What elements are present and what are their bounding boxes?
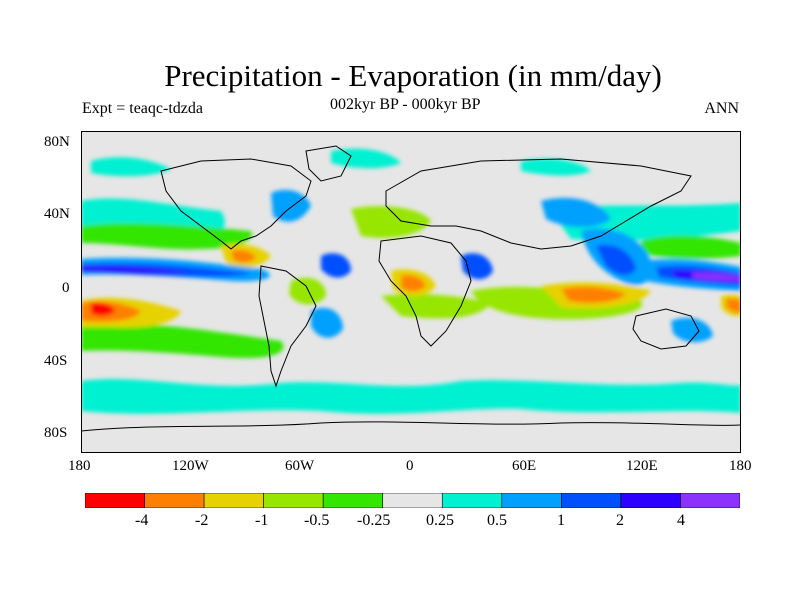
lat-label-40s: 40S — [44, 353, 68, 369]
field-layer — [81, 148, 741, 414]
greenland-outline — [305, 145, 352, 182]
colorbar-label-2: 2 — [616, 512, 624, 529]
antarctica-outline — [81, 421, 741, 432]
colorbar-swatch-5 — [382, 493, 443, 508]
colorbar-label-m2: -2 — [195, 512, 209, 529]
colorbar-swatch-2 — [203, 493, 264, 508]
map-title: Precipitation - Evaporation (in mm/day) — [164, 58, 662, 93]
colorbar-swatch-0 — [85, 493, 145, 508]
pe-map — [81, 131, 741, 453]
colorbar-label-025: 0.25 — [426, 512, 454, 529]
lat-label-80s: 80S — [44, 425, 68, 441]
australia-outline — [632, 308, 700, 350]
africa-outline — [378, 235, 472, 347]
colorbar-swatch-8 — [561, 493, 622, 508]
colorbar-swatch-4 — [322, 493, 384, 508]
colorbar — [85, 493, 740, 508]
colorbar-swatch-3 — [263, 493, 324, 508]
lon-label-60w: 60W — [285, 458, 315, 474]
lon-label-120e: 120E — [626, 458, 658, 474]
colorbar-label-m025: -0.25 — [357, 512, 391, 529]
south-america-outline — [258, 265, 317, 388]
lon-label-0: 0 — [406, 458, 414, 474]
colorbar-label-4: 4 — [677, 512, 685, 529]
colorbar-swatch-10 — [680, 493, 740, 508]
colorbar-swatch-9 — [620, 493, 681, 508]
experiment-label: Expt = teaqc-tdzda — [82, 100, 203, 117]
colorbar-label-m4: -4 — [135, 512, 149, 529]
lon-label-180w: 180 — [68, 458, 91, 474]
lon-label-60e: 60E — [512, 458, 537, 474]
colorbar-swatch-6 — [441, 493, 503, 508]
lat-label-0: 0 — [62, 280, 70, 296]
lon-label-180e: 180 — [729, 458, 752, 474]
eurasia-outline — [385, 158, 692, 250]
north-america-outline — [160, 158, 312, 250]
map-frame — [81, 131, 741, 453]
colorbar-label-m1: -1 — [255, 512, 269, 529]
period-label: 002kyr BP - 000kyr BP — [330, 96, 481, 113]
lon-label-120w: 120W — [172, 458, 209, 474]
colorbar-swatch-1 — [144, 493, 205, 508]
lat-label-80n: 80N — [44, 134, 70, 150]
coastlines — [81, 145, 741, 432]
map-panel — [81, 131, 741, 453]
colorbar-swatch-7 — [501, 493, 562, 508]
colorbar-label-05: 0.5 — [487, 512, 507, 529]
lat-label-40n: 40N — [44, 206, 70, 222]
season-label: ANN — [704, 100, 739, 117]
colorbar-label-1: 1 — [557, 512, 565, 529]
colorbar-label-m05: -0.5 — [304, 512, 330, 529]
